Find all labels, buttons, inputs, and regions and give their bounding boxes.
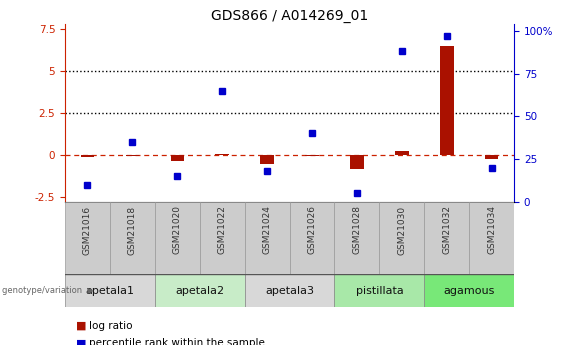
Text: GSM21016: GSM21016 [83, 206, 92, 255]
Bar [380, 202, 424, 274]
Bar [485, 155, 498, 159]
Bar [440, 46, 454, 155]
Bar [215, 154, 229, 155]
Bar [305, 155, 319, 156]
Text: apetala1: apetala1 [85, 286, 134, 296]
Bar [350, 155, 364, 169]
Text: ■: ■ [76, 338, 87, 345]
Text: percentile rank within the sample: percentile rank within the sample [89, 338, 264, 345]
Bar [424, 274, 514, 307]
Bar [110, 202, 155, 274]
Bar [424, 202, 469, 274]
Bar [200, 202, 245, 274]
Text: GSM21018: GSM21018 [128, 206, 137, 255]
Bar [289, 202, 334, 274]
Text: agamous: agamous [444, 286, 495, 296]
Bar [155, 202, 200, 274]
Text: GSM21030: GSM21030 [397, 206, 406, 255]
Text: GSM21034: GSM21034 [487, 206, 496, 255]
Text: GSM21032: GSM21032 [442, 206, 451, 255]
Text: apetala2: apetala2 [175, 286, 224, 296]
Bar [65, 202, 110, 274]
Text: GSM21026: GSM21026 [307, 206, 316, 255]
Bar [260, 155, 274, 164]
Text: ■: ■ [76, 321, 87, 331]
Text: GSM21022: GSM21022 [218, 206, 227, 254]
Bar [334, 274, 424, 307]
Bar [245, 274, 334, 307]
Bar [125, 155, 139, 156]
Text: apetala3: apetala3 [265, 286, 314, 296]
Text: GSM21020: GSM21020 [173, 206, 182, 255]
Bar [395, 151, 408, 155]
Text: GSM21028: GSM21028 [353, 206, 362, 255]
Bar [334, 202, 380, 274]
Text: pistillata: pistillata [355, 286, 403, 296]
Bar [155, 274, 245, 307]
Text: log ratio: log ratio [89, 321, 132, 331]
Bar [245, 202, 289, 274]
Text: GSM21024: GSM21024 [263, 206, 272, 254]
Text: genotype/variation  ▶: genotype/variation ▶ [2, 286, 94, 295]
Bar [469, 202, 514, 274]
Bar [65, 274, 155, 307]
Bar [81, 155, 94, 157]
Title: GDS866 / A014269_01: GDS866 / A014269_01 [211, 9, 368, 23]
Bar [171, 155, 184, 161]
